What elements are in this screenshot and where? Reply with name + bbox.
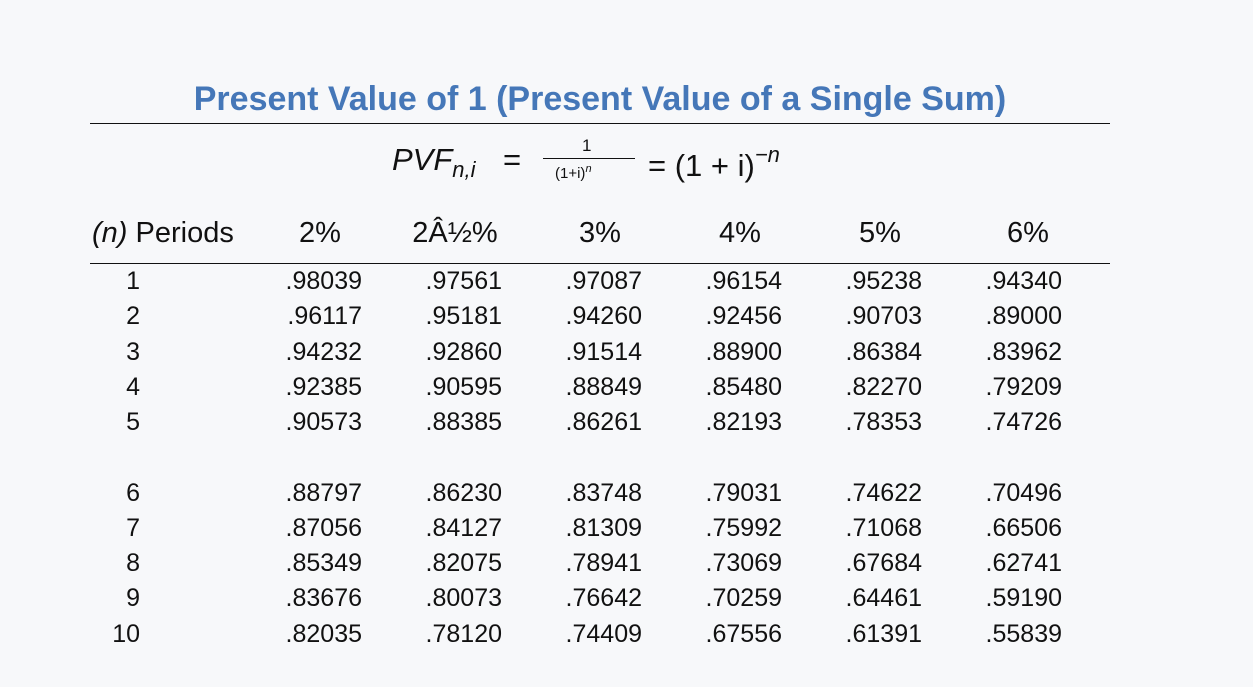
pv-factor-cell: .86384 (845, 338, 922, 366)
column-header-rate: 3% (579, 217, 621, 249)
formula-rhs-exponent: −n (754, 142, 780, 167)
pv-factor-cell: .66506 (985, 514, 1062, 542)
periods-header-variable: (n) (92, 217, 128, 249)
pv-factor-cell: .90703 (845, 302, 922, 330)
pv-factor-cell: .85349 (285, 549, 362, 577)
pvf-formula: PVFn,i = 1 (1+i)n = (1 + i)−n (0, 128, 1253, 198)
pv-factor-cell: .85480 (705, 373, 782, 401)
pv-factor-cell: .88900 (705, 338, 782, 366)
pv-factor-cell: .96154 (705, 267, 782, 295)
formula-equals: = (503, 142, 522, 177)
pv-factor-cell: .79209 (985, 373, 1062, 401)
pv-factor-cell: .90573 (285, 408, 362, 436)
pv-factor-cell: .71068 (845, 514, 922, 542)
formula-denominator-base: (1+i) (555, 165, 586, 182)
pv-factor-cell: .80073 (425, 584, 502, 612)
pv-factor-cell: .78353 (845, 408, 922, 436)
pv-factor-cell: .83962 (985, 338, 1062, 366)
pv-factor-cell: .83748 (565, 479, 642, 507)
pv-factor-cell: .86261 (565, 408, 642, 436)
pv-factor-cell: .67684 (845, 549, 922, 577)
pv-factor-cell: .74726 (985, 408, 1062, 436)
pv-factor-cell: .94260 (565, 302, 642, 330)
header-divider (90, 263, 1110, 264)
pv-factor-cell: .88849 (565, 373, 642, 401)
pv-factor-cell: .78120 (425, 620, 502, 648)
pv-factor-cell: .55839 (985, 620, 1062, 648)
pv-factor-cell: .95238 (845, 267, 922, 295)
pv-factor-cell: .82075 (425, 549, 502, 577)
pv-factor-cell: .64461 (845, 584, 922, 612)
column-header-rate: 4% (719, 217, 761, 249)
pv-factor-cell: .92860 (425, 338, 502, 366)
column-header-rate: 2% (299, 217, 341, 249)
period-number: 6 (126, 479, 140, 507)
pv-factor-cell: .86230 (425, 479, 502, 507)
pv-factor-cell: .62741 (985, 549, 1062, 577)
table-title: Present Value of 1 (Present Value of a S… (193, 80, 1007, 118)
formula-numerator: 1 (582, 136, 592, 155)
pv-factor-cell: .76642 (565, 584, 642, 612)
pv-factor-cell: .92456 (705, 302, 782, 330)
pv-factor-cell: .98039 (285, 267, 362, 295)
pv-factor-cell: .73069 (705, 549, 782, 577)
title-divider (90, 123, 1110, 124)
pv-factor-cell: .91514 (565, 338, 642, 366)
pv-factor-cell: .82193 (705, 408, 782, 436)
pv-factor-cell: .79031 (705, 479, 782, 507)
pv-factor-cell: .67556 (705, 620, 782, 648)
pv-factor-cell: .70496 (985, 479, 1062, 507)
formula-lhs-subscript: n,i (452, 157, 476, 182)
pv-factor-cell: .88797 (285, 479, 362, 507)
pv-factor-cell: .59190 (985, 584, 1062, 612)
formula-rhs: = (1 + i)−n (648, 142, 780, 184)
pv-factor-cell: .90595 (425, 373, 502, 401)
period-number: 1 (126, 267, 140, 295)
pv-factor-cell: .95181 (425, 302, 502, 330)
pv-factor-cell: .92385 (285, 373, 362, 401)
formula-lhs: PVFn,i (392, 142, 476, 183)
period-number: 3 (126, 338, 140, 366)
pv-factor-cell: .87056 (285, 514, 362, 542)
formula-denominator-exponent: n (585, 163, 592, 175)
pv-factor-cell: .89000 (985, 302, 1062, 330)
periods-header-label: Periods (127, 217, 234, 249)
pv-factor-cell: .88385 (425, 408, 502, 436)
pv-factor-cell: .82035 (285, 620, 362, 648)
column-header-rate: 2Â½% (412, 217, 498, 249)
pv-factor-cell: .83676 (285, 584, 362, 612)
pv-factor-cell: .96117 (287, 302, 362, 330)
period-number: 10 (112, 620, 140, 648)
pv-factor-cell: .78941 (565, 549, 642, 577)
period-number: 4 (126, 373, 140, 401)
period-number: 9 (126, 584, 140, 612)
pv-factor-cell: .74622 (845, 479, 922, 507)
pv-factor-cell: .75992 (705, 514, 782, 542)
formula-rhs-base: = (1 + i) (648, 148, 755, 183)
pv-factor-cell: .97087 (565, 267, 642, 295)
periods-column-header: (n) Periods (92, 217, 234, 250)
period-number: 7 (126, 514, 140, 542)
formula-lhs-base: PVF (392, 142, 453, 177)
pv-factor-cell: .74409 (565, 620, 642, 648)
pv-factor-cell: .61391 (845, 620, 922, 648)
period-number: 2 (126, 302, 140, 330)
formula-denominator: (1+i)n (555, 163, 592, 182)
column-header-rate: 5% (859, 217, 901, 249)
pv-factor-cell: .94340 (985, 267, 1062, 295)
period-number: 5 (126, 408, 140, 436)
period-number: 8 (126, 549, 140, 577)
pv-factor-cell: .84127 (425, 514, 502, 542)
pv-factor-cell: .82270 (845, 373, 922, 401)
fraction-bar (543, 158, 635, 159)
pv-factor-cell: .97561 (425, 267, 502, 295)
pv-factor-cell: .81309 (565, 514, 642, 542)
column-header-rate: 6% (1007, 217, 1049, 249)
pv-factor-cell: .94232 (285, 338, 362, 366)
pv-factor-cell: .70259 (705, 584, 782, 612)
